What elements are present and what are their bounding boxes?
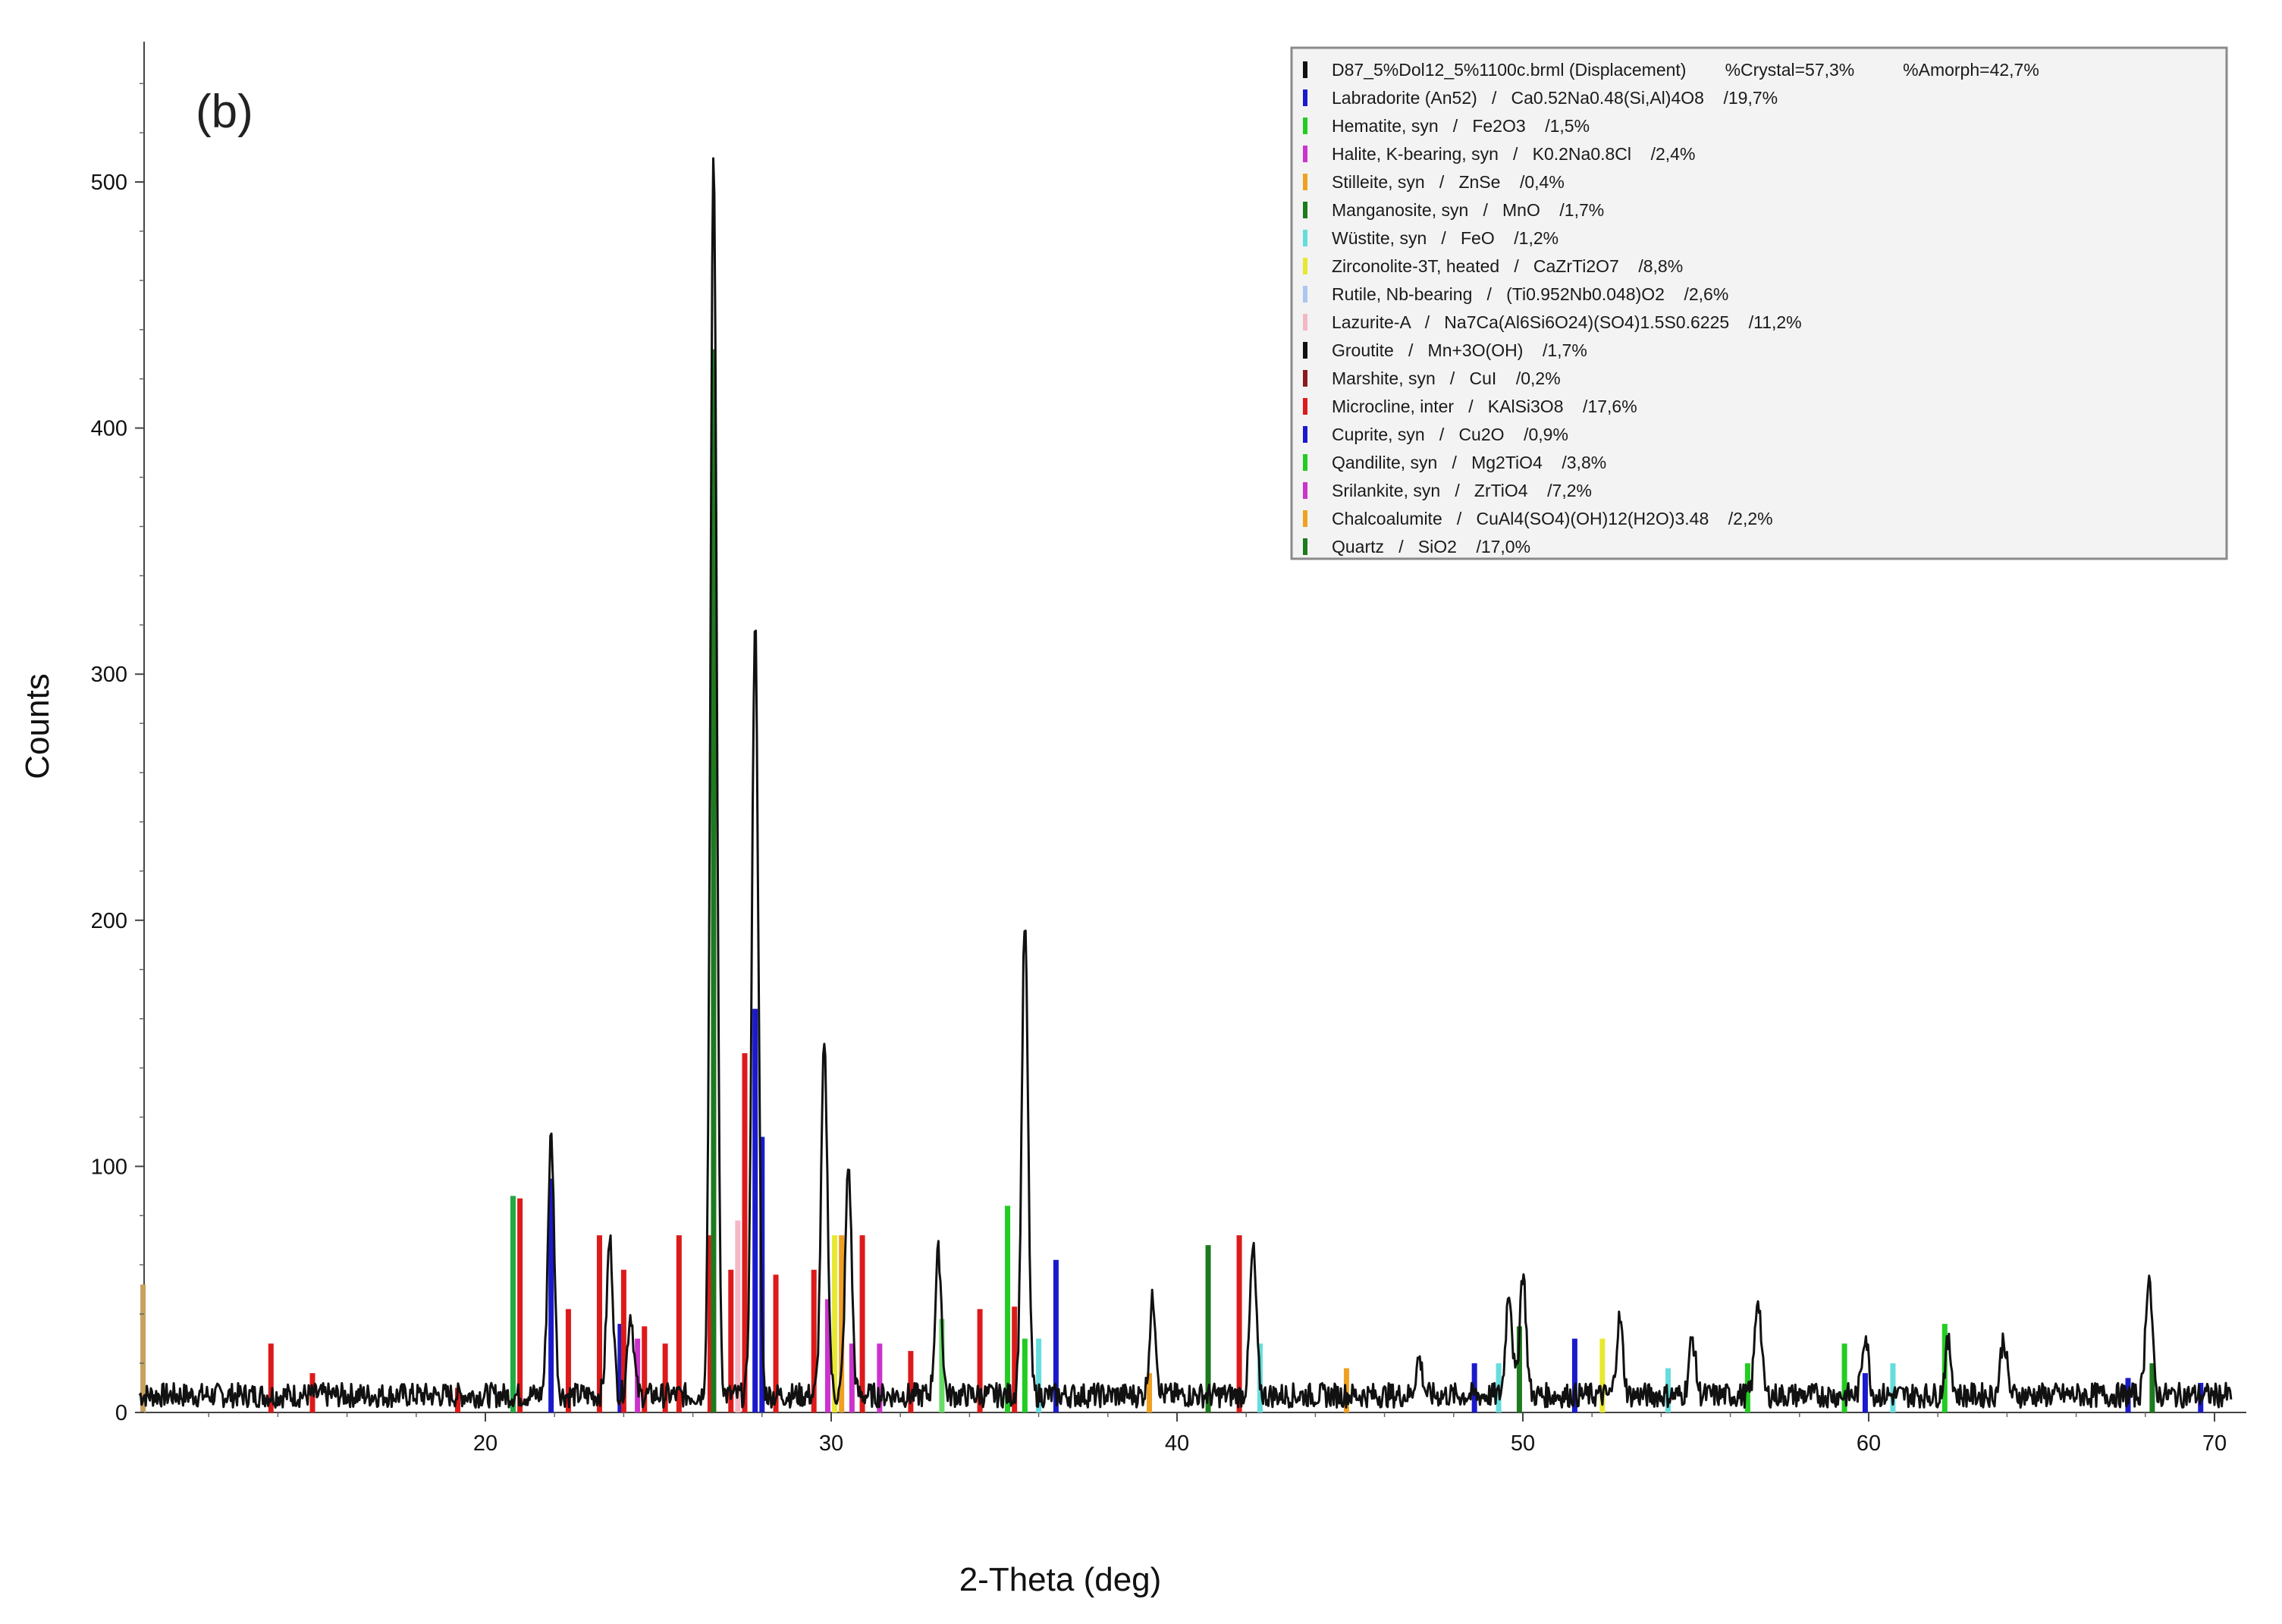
legend-entry: Cuprite, syn / Cu2O /0,9% [1332, 425, 1568, 444]
legend-swatch [1303, 118, 1307, 134]
legend-entry: Zirconolite-3T, heated / CaZrTi2O7 /8,8% [1332, 256, 1683, 276]
legend-swatch [1303, 426, 1307, 443]
legend-entry: Wüstite, syn / FeO /1,2% [1332, 228, 1558, 248]
legend-swatch [1303, 510, 1307, 527]
legend-swatch [1303, 230, 1307, 246]
x-tick-label: 40 [1165, 1431, 1189, 1456]
legend-entry: Chalcoalumite / CuAl4(SO4)(OH)12(H2O)3.4… [1332, 509, 1773, 528]
legend-swatch [1303, 370, 1307, 387]
legend-box [1290, 46, 2228, 560]
legend-swatch [1303, 286, 1307, 303]
x-tick-label: 20 [473, 1431, 498, 1456]
y-tick-label: 500 [91, 171, 127, 195]
legend-swatch [1303, 398, 1307, 415]
x-axis-title: 2-Theta (deg) [959, 1561, 1162, 1598]
plot-area: 20 30 40 50 60 70 0 100 200 300 400 500 [91, 42, 2246, 1456]
legend-entry: Rutile, Nb-bearing / (Ti0.952Nb0.048)O2 … [1332, 284, 1728, 304]
legend-entry: Lazurite-A / Na7Ca(Al6Si6O24)(SO4)1.5S0.… [1332, 312, 1802, 332]
legend-entry: Microcline, inter / KAlSi3O8 /17,6% [1332, 397, 1637, 416]
legend-swatch [1303, 61, 1307, 78]
legend-entry: Groutite / Mn+3O(OH) /1,7% [1332, 340, 1587, 360]
panel-label: (b) [196, 86, 253, 138]
legend-entry: Qandilite, syn / Mg2TiO4 /3,8% [1332, 453, 1606, 472]
y-tick-label: 200 [91, 909, 127, 933]
x-tick-label: 70 [2202, 1431, 2227, 1456]
legend-swatch [1303, 482, 1307, 499]
xrd-pattern-line [138, 157, 2233, 1409]
x-tick-label: 60 [1857, 1431, 1881, 1456]
legend-entry: Stilleite, syn / ZnSe /0,4% [1332, 172, 1565, 192]
legend: D87_5%Dol12_5%1100c.brml (Displacement) … [1290, 46, 2228, 560]
legend-entry: Labradorite (An52) / Ca0.52Na0.48(Si,Al)… [1332, 88, 1778, 108]
legend-entry: D87_5%Dol12_5%1100c.brml (Displacement) … [1332, 60, 2039, 80]
legend-entry: Srilankite, syn / ZrTiO4 /7,2% [1332, 481, 1592, 500]
y-axis-title: Counts [19, 673, 56, 779]
y-tick-label: 100 [91, 1155, 127, 1179]
legend-swatch [1303, 454, 1307, 471]
x-tick-label: 50 [1511, 1431, 1535, 1456]
y-tick-label: 400 [91, 417, 127, 441]
legend-entry: Hematite, syn / Fe2O3 /1,5% [1332, 116, 1590, 136]
legend-swatch [1303, 202, 1307, 218]
legend-swatch [1303, 174, 1307, 190]
y-tick-label: 300 [91, 663, 127, 687]
y-ticks: 0 100 200 300 400 500 [91, 83, 144, 1425]
x-ticks: 20 30 40 50 60 70 [208, 1412, 2227, 1456]
legend-swatch [1303, 146, 1307, 162]
legend-entry: Halite, K-bearing, syn / K0.2Na0.8Cl /2,… [1332, 144, 1695, 164]
legend-swatch [1303, 538, 1307, 555]
y-tick-label: 0 [115, 1401, 127, 1425]
legend-swatch [1303, 342, 1307, 359]
legend-entry: Quartz / SiO2 /17,0% [1332, 537, 1530, 556]
legend-swatch [1303, 314, 1307, 331]
x-tick-label: 30 [819, 1431, 843, 1456]
legend-entry: Manganosite, syn / MnO /1,7% [1332, 200, 1604, 220]
legend-swatch [1303, 258, 1307, 274]
legend-swatch [1303, 89, 1307, 106]
legend-entry: Marshite, syn / CuI /0,2% [1332, 368, 1561, 388]
